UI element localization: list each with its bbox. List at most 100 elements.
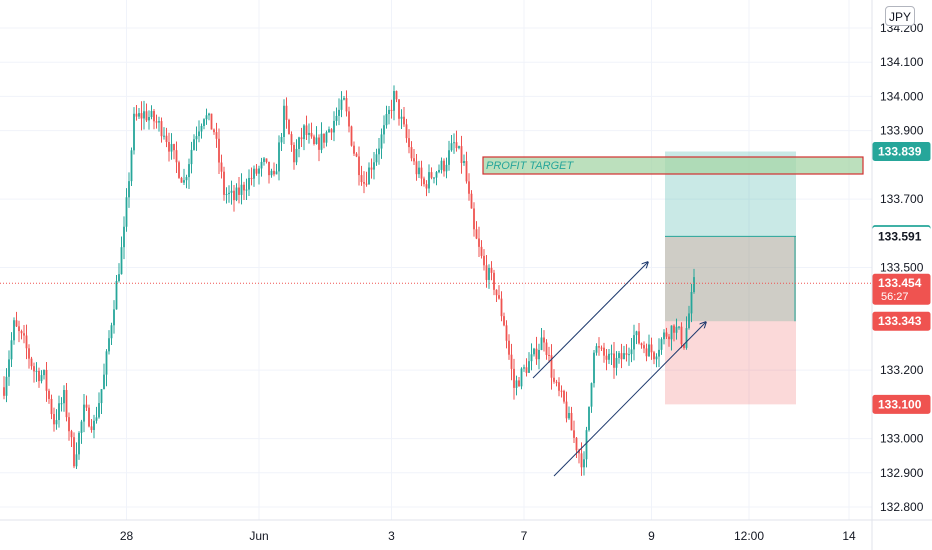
x-tick-label: Jun (249, 529, 268, 543)
candle-body (510, 354, 513, 369)
candle-body (590, 383, 593, 407)
trendline-upper (532, 262, 648, 379)
candle-body (363, 182, 365, 184)
candle-body (220, 162, 223, 172)
candle-body (455, 142, 458, 149)
currency-badge[interactable]: JPY (885, 6, 915, 26)
candle-body (300, 137, 303, 140)
candle-body (205, 115, 208, 120)
candle-body (88, 407, 90, 427)
candle-body (618, 353, 620, 358)
candle-body (365, 183, 368, 185)
candle-body (675, 326, 678, 333)
candle-body (40, 375, 43, 382)
candle-body (350, 126, 353, 146)
candle-body (498, 295, 500, 299)
candle-body (428, 172, 430, 189)
candle-body (123, 226, 125, 248)
countdown-label: 56:27 (881, 291, 909, 303)
y-tick-label: 133.500 (880, 261, 924, 275)
profit-target-box (482, 156, 864, 175)
candle-body (170, 144, 173, 152)
candle-body (578, 450, 580, 454)
candle-body (540, 337, 543, 351)
candle-body (375, 154, 378, 163)
candle-body (588, 406, 590, 431)
candle-body (433, 177, 435, 179)
candle-body (360, 175, 363, 183)
candle-body (355, 153, 358, 157)
candle-body (525, 367, 528, 373)
candle-body (503, 316, 505, 326)
candle-body (568, 412, 570, 419)
candle-body (268, 161, 270, 176)
candle-body (168, 142, 170, 152)
candle-body (65, 389, 68, 418)
candle-body (530, 354, 533, 362)
candle-body (663, 332, 665, 340)
candle-body (180, 177, 183, 183)
candle-body (295, 148, 298, 163)
candle-body (305, 125, 308, 135)
candle-body (373, 162, 375, 170)
candle-body (670, 325, 673, 340)
candle-body (650, 344, 653, 353)
candle-body (423, 178, 425, 185)
candle-body (95, 417, 98, 421)
candle-body (505, 325, 508, 341)
candle-body (68, 417, 70, 432)
candle-body (255, 168, 258, 174)
price-tag-label: 133.591 (878, 229, 922, 243)
candle-body (103, 374, 105, 390)
candle-body (458, 146, 460, 149)
position-zones (665, 151, 796, 405)
candle-body (575, 437, 578, 451)
candle-body (595, 346, 598, 353)
candle-body (153, 111, 155, 122)
candle-body (110, 325, 113, 339)
candle-body (33, 366, 35, 372)
candle-body (240, 184, 243, 195)
candle-body (620, 353, 623, 360)
candle-body (165, 135, 168, 143)
candle-body (178, 162, 180, 178)
candle-body (473, 208, 475, 230)
x-tick-label: 9 (648, 529, 655, 543)
x-tick-label: 3 (388, 529, 395, 543)
candle-body (243, 184, 245, 191)
candle-body (325, 132, 328, 143)
candle-body (470, 193, 473, 209)
candle-body (490, 267, 493, 273)
candle-body (218, 138, 220, 163)
candle-body (35, 370, 38, 372)
candle-body (658, 349, 660, 357)
candle-body (610, 353, 613, 355)
candle-body (558, 382, 560, 391)
candle-body (120, 247, 123, 275)
candle-body (15, 320, 18, 327)
candle-body (8, 359, 10, 377)
candle-body (685, 328, 688, 348)
candle-body (348, 111, 350, 127)
candle-body (630, 349, 633, 355)
candle-body (23, 333, 25, 336)
y-tick-label: 134.100 (880, 55, 924, 69)
candle-body (185, 177, 188, 181)
candle-body (343, 98, 345, 100)
candle-body (260, 161, 263, 169)
candle-body (475, 229, 478, 239)
candle-body (555, 381, 558, 383)
drawings[interactable]: PROFIT TARGET (0, 156, 872, 477)
candle-body (203, 119, 205, 126)
candle-body (238, 187, 240, 195)
candle-body (320, 133, 323, 150)
candle-body (253, 168, 255, 179)
candle-body (138, 113, 140, 117)
candle-body (230, 190, 233, 193)
candle-body (225, 194, 228, 196)
candle-body (173, 144, 175, 151)
candle-body (80, 421, 83, 433)
candle-body (10, 340, 13, 360)
